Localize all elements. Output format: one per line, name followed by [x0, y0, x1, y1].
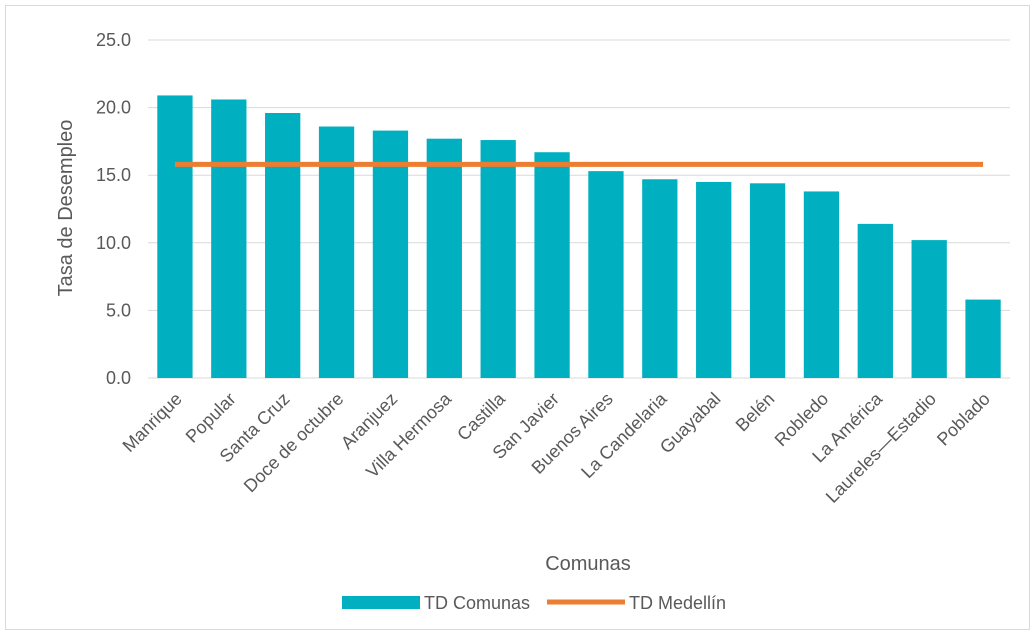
bar	[265, 113, 301, 379]
legend-swatch-td-comunas	[342, 596, 420, 609]
legend: TD Comunas TD Medellín	[342, 593, 726, 613]
x-axis-title: Comunas	[545, 553, 631, 575]
bar	[857, 223, 893, 378]
x-tick-label: Poblado	[933, 389, 994, 450]
y-axis-title: Tasa de Desempleo	[55, 120, 77, 297]
x-tick-label: Doce de octubre	[240, 389, 348, 497]
legend-label-td-comunas: TD Comunas	[424, 593, 530, 613]
bar-series-td-comunas	[157, 95, 1001, 379]
x-tick-label: Belén	[732, 389, 779, 436]
y-axis-tick-labels: 0.0 5.0 10.0 15.0 20.0 25.0	[96, 30, 131, 388]
bar	[588, 171, 624, 378]
bar	[372, 130, 409, 378]
bar	[965, 299, 1001, 378]
bar	[911, 240, 947, 378]
bar	[426, 138, 462, 378]
y-tick-label: 10.0	[96, 233, 131, 253]
bar	[480, 140, 516, 378]
y-tick-label: 15.0	[96, 165, 131, 185]
bar	[534, 152, 570, 378]
bar	[318, 126, 355, 378]
bar	[157, 95, 193, 378]
bar	[696, 181, 732, 378]
y-tick-label: 0.0	[106, 368, 131, 388]
bar	[642, 179, 678, 378]
x-tick-label: Manrique	[119, 389, 186, 456]
bar	[211, 99, 247, 378]
y-tick-label: 5.0	[106, 300, 131, 320]
y-tick-label: 20.0	[96, 98, 131, 118]
legend-label-td-medellin: TD Medellín	[629, 593, 726, 613]
y-tick-label: 25.0	[96, 30, 131, 50]
bar	[803, 191, 840, 378]
bar	[749, 183, 786, 378]
